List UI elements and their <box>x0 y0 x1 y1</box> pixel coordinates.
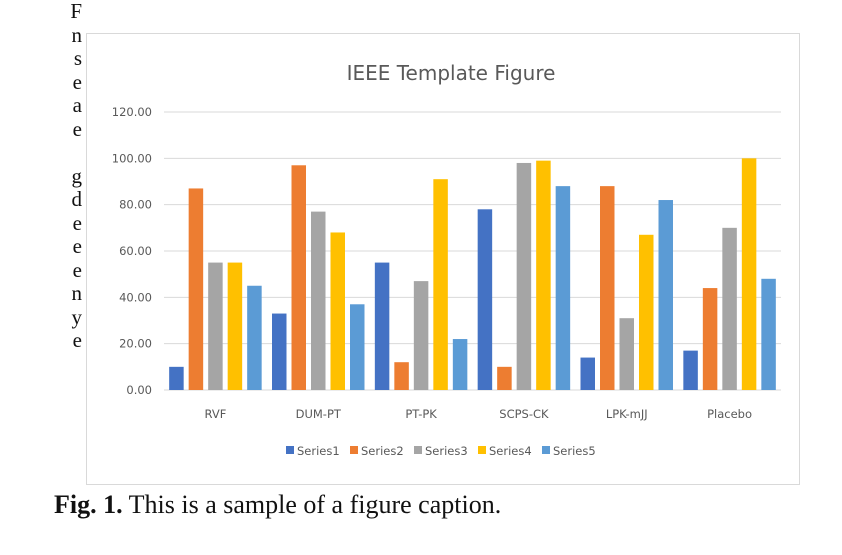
x-tick-label: Placebo <box>707 407 752 421</box>
bar-series3-pt-pk <box>413 281 429 390</box>
bar-series1-lpk-mjj <box>580 357 595 390</box>
body-text-line-fragment <box>0 141 82 165</box>
x-tick-label: PT-PK <box>405 407 437 421</box>
y-tick-label: 40.00 <box>119 290 152 304</box>
bar-series4-scps-ck <box>536 160 551 390</box>
body-text-line-fragment: n <box>71 22 83 47</box>
legend-item: Series2 <box>350 444 404 458</box>
legend-swatch <box>478 446 486 454</box>
bar-series1-pt-pk <box>374 262 390 390</box>
bar-series5-dum-pt <box>350 304 365 390</box>
legend-label: Series2 <box>361 444 404 458</box>
body-text-line-fragment: g <box>71 163 83 188</box>
bar-series2-dum-pt <box>291 165 306 390</box>
body-text-line-fragment: F <box>70 0 82 23</box>
bar-series3-rvf <box>208 262 223 390</box>
bar-series3-placebo <box>722 227 737 390</box>
chart-title: IEEE Template Figure <box>347 61 556 85</box>
x-axis-tick-labels: RVF DUM-PT PT-PK SCPS-CK LPK-mJJ Placebo <box>204 407 752 421</box>
legend-swatch <box>286 446 294 454</box>
legend-swatch <box>414 446 422 454</box>
legend-item: Series3 <box>414 444 468 458</box>
legend-item: Series1 <box>286 444 340 458</box>
body-text-line-fragment: e <box>72 69 82 94</box>
y-tick-label: 120.00 <box>112 105 152 119</box>
legend-item: Series4 <box>478 444 532 458</box>
body-text-line-fragment: n <box>71 281 83 305</box>
body-text-line-fragment: e <box>72 234 82 258</box>
chart-container: IEEE Template Figure 0.00 20.00 40.00 60.00… <box>86 33 800 485</box>
bar-series1-dum-pt <box>272 313 287 390</box>
caption-label: Fig. 1. <box>54 490 123 519</box>
y-tick-label: 20.00 <box>119 337 152 351</box>
bar-series5-pt-pk <box>452 339 468 390</box>
bar-series1-scps-ck <box>477 209 493 390</box>
body-text-line-fragment: a <box>72 93 82 117</box>
body-text-line-fragment: e <box>72 210 82 235</box>
bar-series4-pt-pk <box>433 179 448 390</box>
bar-series3-scps-ck <box>516 162 532 390</box>
bar-series3-dum-pt <box>311 211 326 390</box>
gridlines <box>164 111 781 391</box>
body-text-line-fragment: d <box>71 187 83 211</box>
bar-series2-rvf <box>188 188 204 390</box>
bar-series5-rvf <box>247 285 262 390</box>
bar-series2-pt-pk <box>394 362 409 390</box>
bar-series4-rvf <box>227 262 243 390</box>
bar-series1-rvf <box>169 366 184 390</box>
x-tick-label: SCPS-CK <box>499 407 549 421</box>
figure-caption: Fig. 1. This is a sample of a figure cap… <box>54 490 501 520</box>
bar-series5-lpk-mjj <box>658 200 673 390</box>
legend-label: Series1 <box>297 444 340 458</box>
bar-series5-placebo <box>761 278 776 390</box>
x-tick-label: DUM-PT <box>296 407 342 421</box>
legend-swatch <box>542 446 550 454</box>
body-text-line-fragment: s <box>73 46 82 70</box>
bar-series1-placebo <box>683 350 698 390</box>
legend-label: Series3 <box>425 444 468 458</box>
body-text-line-fragment: e <box>72 257 82 282</box>
y-axis-tick-labels: 0.00 20.00 40.00 60.00 80.00 100.00 120.00 <box>112 105 152 397</box>
y-tick-label: 80.00 <box>119 198 152 212</box>
bar-series4-dum-pt <box>330 232 345 390</box>
bar-series2-lpk-mjj <box>600 186 615 390</box>
body-text-line-fragment: e <box>72 328 82 352</box>
bars <box>169 158 776 390</box>
y-tick-label: 60.00 <box>119 244 152 258</box>
legend: Series1 Series2 Series3 Series4 Series5 <box>286 444 596 458</box>
legend-swatch <box>350 446 358 454</box>
bar-series3-lpk-mjj <box>619 318 634 390</box>
bar-chart: IEEE Template Figure 0.00 20.00 40.00 60.00… <box>112 61 781 458</box>
legend-label: Series4 <box>489 444 532 458</box>
bar-series5-scps-ck <box>555 186 571 390</box>
bar-series2-scps-ck <box>497 366 512 390</box>
caption-text: This is a sample of a figure caption. <box>128 490 502 519</box>
y-tick-label: 0.00 <box>126 383 152 397</box>
bar-series4-lpk-mjj <box>639 234 654 390</box>
legend-item: Series5 <box>542 444 596 458</box>
body-text-line-fragment: e <box>72 116 82 141</box>
body-text-line-fragment: y <box>71 304 83 329</box>
x-tick-label: LPK-mJJ <box>606 407 648 421</box>
bar-series2-placebo <box>702 288 718 390</box>
x-tick-label: RVF <box>204 407 226 421</box>
legend-label: Series5 <box>553 444 596 458</box>
y-tick-label: 100.00 <box>112 151 152 165</box>
bar-series4-placebo <box>741 158 757 390</box>
